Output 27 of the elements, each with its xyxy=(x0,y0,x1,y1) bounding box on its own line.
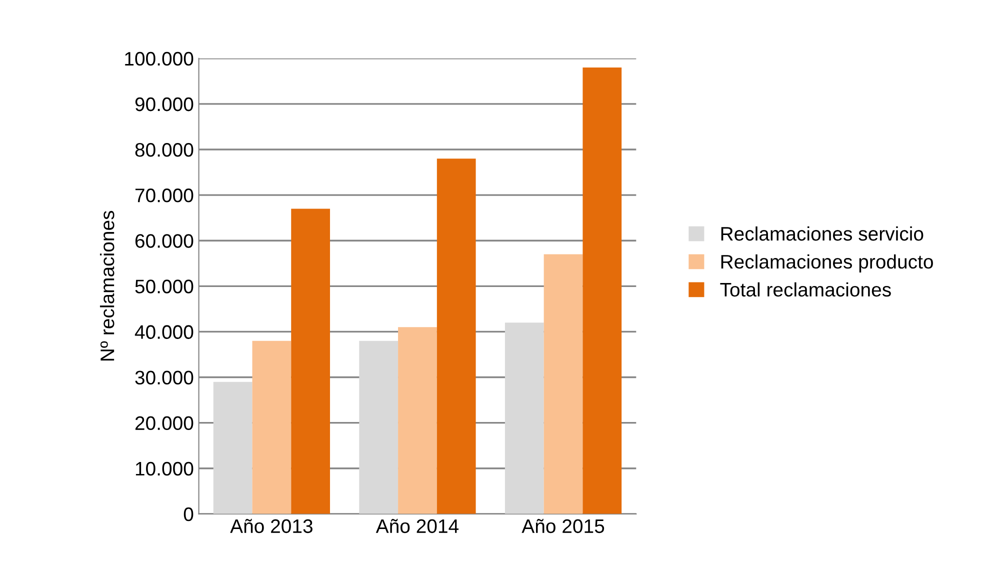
bar xyxy=(398,327,437,514)
bar xyxy=(359,340,398,514)
legend-label: Reclamaciones servicio xyxy=(721,226,924,241)
y-axis-title: Nº reclamaciones xyxy=(100,210,114,361)
bar xyxy=(252,340,292,514)
bar xyxy=(213,382,252,514)
legend-label: Total reclamaciones xyxy=(720,282,891,297)
y-tick-label: 100.000 xyxy=(125,52,194,66)
bar xyxy=(544,254,583,514)
y-tick-label: 40.000 xyxy=(134,325,194,339)
y-tick-label: 50.000 xyxy=(135,280,194,294)
y-tick-label: 10.000 xyxy=(136,462,194,476)
bar xyxy=(436,158,476,514)
y-tick-label: 70.000 xyxy=(135,188,194,202)
x-tick-label: Año 2014 xyxy=(376,518,459,534)
legend-label: Reclamaciones producto xyxy=(721,254,933,272)
y-tick-label: 90.000 xyxy=(135,97,194,112)
x-tick-label: Año 2013 xyxy=(230,518,312,534)
bar xyxy=(291,208,330,514)
x-tick-label: Año 2015 xyxy=(522,518,604,534)
bar xyxy=(504,322,544,514)
y-tick-label: 30.000 xyxy=(135,370,194,384)
y-tick-label: 80.000 xyxy=(135,142,194,157)
bar xyxy=(582,68,622,514)
y-tick-label: 0 xyxy=(184,507,194,522)
y-tick-label: 20.000 xyxy=(135,416,194,430)
y-tick-label: 60.000 xyxy=(135,234,194,248)
